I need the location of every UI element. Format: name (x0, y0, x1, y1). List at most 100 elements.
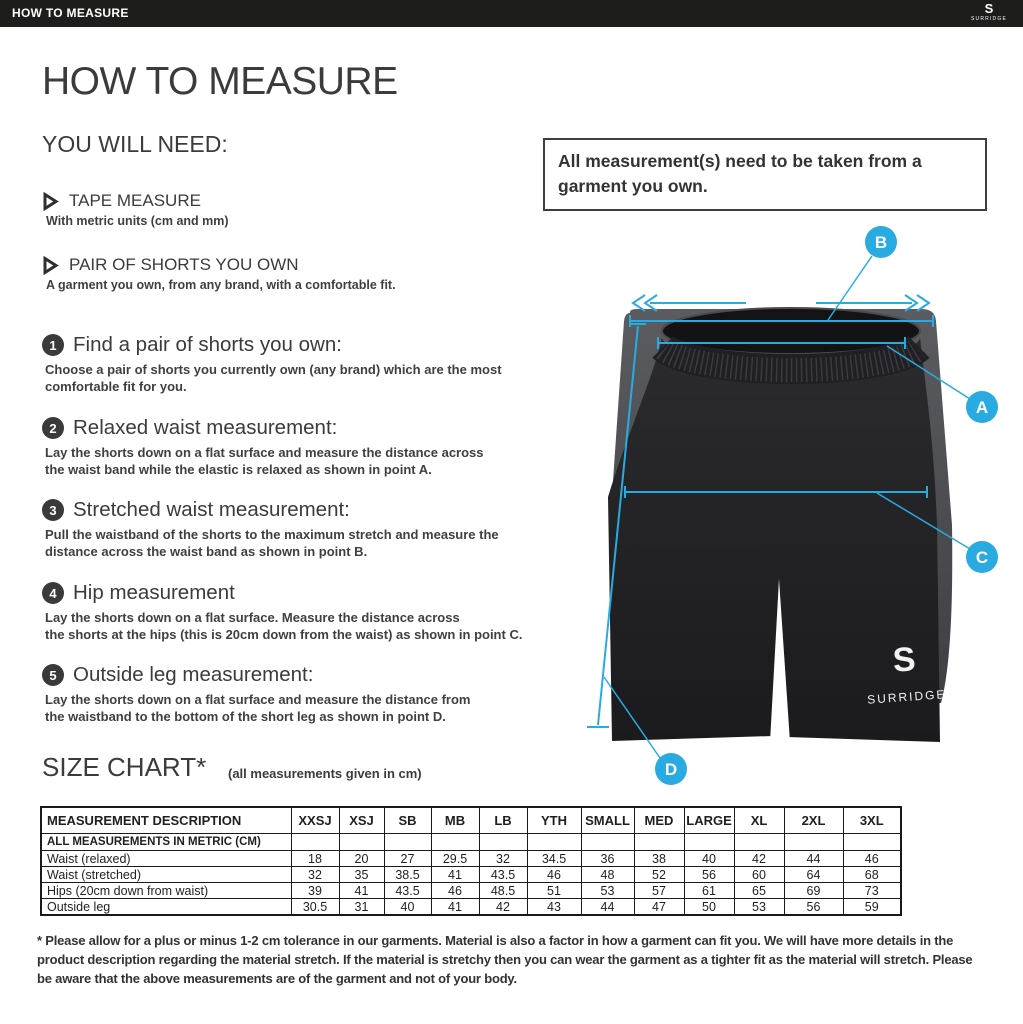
measurement-cell: 51 (526, 882, 582, 899)
metric-note: ALL MEASUREMENTS IN METRIC (CM) (40, 833, 292, 851)
size-chart-subheading: (all measurements given in cm) (228, 766, 422, 781)
table-header-row: MEASUREMENT DESCRIPTION XXSJ XSJ SB MB LB YTH S… (40, 806, 902, 834)
measurement-cell: 65 (733, 882, 785, 899)
column-header: LB (478, 806, 528, 834)
measurement-cell: 32 (478, 850, 528, 867)
empty-cell (842, 833, 902, 851)
stretch-arrows (631, 294, 931, 312)
table-row: Waist (relaxed) 18 20 27 29.5 32 34.5 36 38 40 42 4… (40, 850, 902, 867)
measurement-cell: 31 (338, 898, 385, 916)
empty-cell (383, 833, 432, 851)
column-header: MEASUREMENT DESCRIPTION (40, 806, 292, 834)
empty-cell (633, 833, 685, 851)
measurement-cell: 43.5 (478, 866, 528, 883)
measure-line-a (657, 337, 906, 349)
measurement-cell: 35 (338, 866, 385, 883)
svg-text:C: C (976, 548, 988, 567)
measurement-cell: 43.5 (383, 882, 432, 899)
measure-line-c (624, 486, 928, 498)
measurement-cell: 64 (783, 866, 844, 883)
size-chart-heading: SIZE CHART* (42, 752, 207, 782)
measurement-cell: 52 (633, 866, 685, 883)
column-header: 3XL (842, 806, 902, 834)
empty-cell (290, 833, 340, 851)
step-number-badge: 5 (42, 664, 64, 686)
shorts-front (608, 337, 940, 742)
empty-cell (580, 833, 635, 851)
note-box: All measurement(s) need to be taken from… (543, 138, 987, 211)
topbar: HOW TO MEASURE S SURRIDGE (0, 0, 1023, 27)
step-3: 3 Stretched waist measurement: Pull the … (42, 498, 527, 560)
svg-text:B: B (875, 233, 887, 252)
column-header: XSJ (338, 806, 385, 834)
step-description: Lay the shorts down on a flat surface an… (45, 445, 484, 477)
measurement-cell: 56 (683, 866, 735, 883)
row-label: Waist (relaxed) (40, 850, 292, 867)
you-will-need-heading: YOU WILL NEED: (42, 131, 228, 157)
need-item-description: With metric units (cm and mm) (46, 214, 229, 228)
measurement-cell: 29.5 (430, 850, 480, 867)
empty-cell (683, 833, 735, 851)
svg-text:A: A (976, 398, 988, 417)
measurement-cell: 42 (733, 850, 785, 867)
measurement-cell: 73 (842, 882, 902, 899)
step-description: Pull the waistband of the shorts to the … (45, 527, 499, 559)
step-5: 5 Outside leg measurement: Lay the short… (42, 663, 527, 725)
measurement-cell: 30.5 (290, 898, 340, 916)
measurement-cell: 46 (526, 866, 582, 883)
measurement-cell: 41 (430, 898, 480, 916)
topbar-title: HOW TO MEASURE (12, 6, 129, 20)
svg-text:SURRIDGE: SURRIDGE (867, 687, 947, 707)
measurement-cell: 69 (783, 882, 844, 899)
measurement-cell: 20 (338, 850, 385, 867)
measurement-cell: 60 (733, 866, 785, 883)
column-header: XXSJ (290, 806, 340, 834)
note-text: All measurement(s) need to be taken from… (558, 151, 922, 197)
measure-annotations: B A C D (587, 226, 998, 785)
measurement-cell: 38 (633, 850, 685, 867)
triangle-bullet-icon (43, 191, 59, 211)
measurement-cell: 34.5 (526, 850, 582, 867)
step-title: Find a pair of shorts you own: (73, 333, 342, 356)
row-label: Outside leg (40, 898, 292, 916)
column-header: MED (633, 806, 685, 834)
step-title: Hip measurement (73, 581, 235, 604)
measurement-cell: 50 (683, 898, 735, 916)
empty-cell (783, 833, 844, 851)
measurement-cell: 27 (383, 850, 432, 867)
empty-cell (526, 833, 582, 851)
step-4: 4 Hip measurement Lay the shorts down on… (42, 581, 527, 643)
step-title: Outside leg measurement: (73, 663, 314, 686)
need-item-description: A garment you own, from any brand, with … (46, 278, 396, 292)
marker-c: C (966, 541, 998, 573)
measurement-cell: 39 (290, 882, 340, 899)
need-item-label: PAIR OF SHORTS YOU OWN (69, 255, 299, 274)
tolerance-footnote: * Please allow for a plus or minus 1-2 c… (37, 933, 973, 986)
empty-cell (478, 833, 528, 851)
surridge-wordmark: SURRIDGE (971, 16, 1007, 22)
measurement-cell: 42 (478, 898, 528, 916)
step-2: 2 Relaxed waist measurement: Lay the sho… (42, 416, 527, 478)
empty-cell (733, 833, 785, 851)
measurement-cell: 61 (683, 882, 735, 899)
column-header: MB (430, 806, 480, 834)
svg-text:S: S (892, 640, 917, 679)
need-item-tape-measure: TAPE MEASURE With metric units (cm and m… (42, 191, 512, 228)
measurement-cell: 57 (633, 882, 685, 899)
measurement-cell: 44 (783, 850, 844, 867)
measurement-cell: 44 (580, 898, 635, 916)
step-number-badge: 4 (42, 582, 64, 604)
row-label: Waist (stretched) (40, 866, 292, 883)
step-number-badge: 3 (42, 499, 64, 521)
shorts-measurement-diagram: S SURRIDGE B A (560, 225, 1023, 803)
measurement-cell: 41 (430, 866, 480, 883)
measurement-cell: 48 (580, 866, 635, 883)
measurement-cell: 48.5 (478, 882, 528, 899)
leader-line-d (603, 676, 661, 759)
column-header: SB (383, 806, 432, 834)
page-title: HOW TO MEASURE (42, 60, 398, 103)
measurement-cell: 59 (842, 898, 902, 916)
empty-cell (338, 833, 385, 851)
table-row: Waist (stretched) 32 35 38.5 41 43.5 46 48 52 56 6… (40, 866, 902, 883)
leader-line-b (827, 255, 873, 321)
